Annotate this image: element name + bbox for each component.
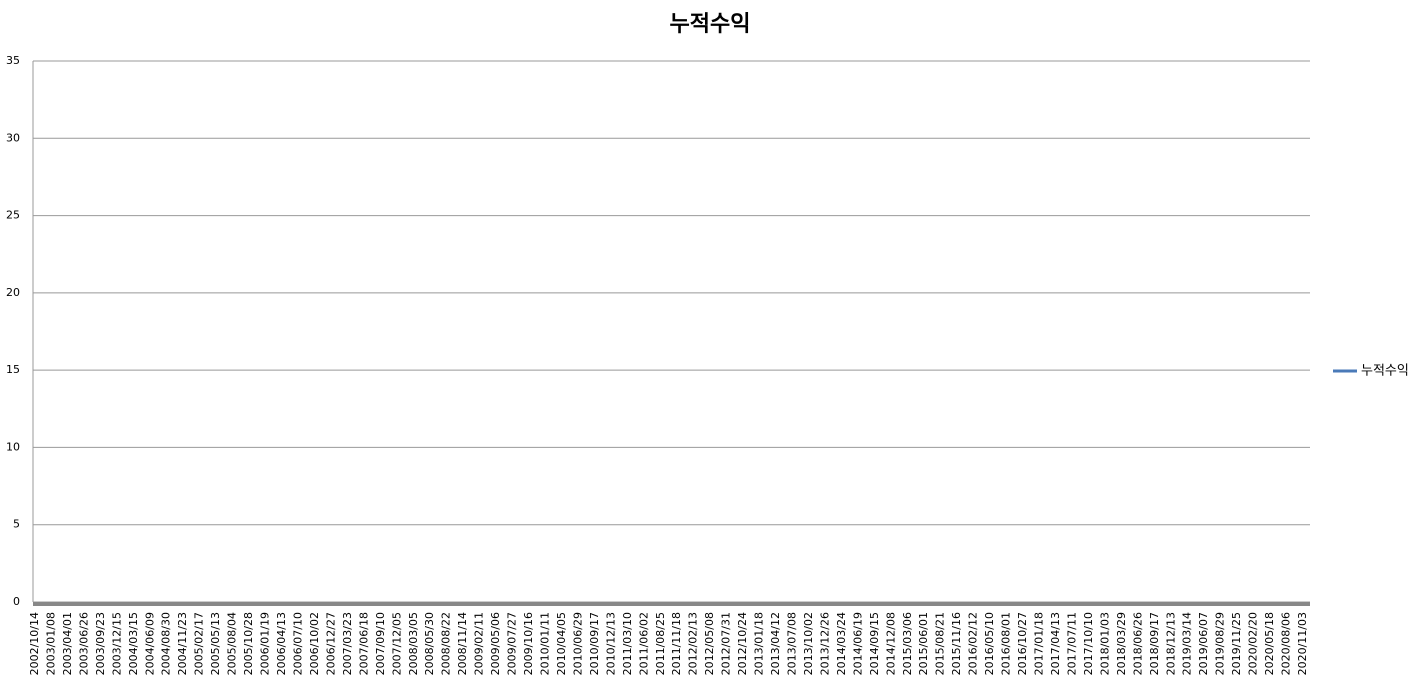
x-tick-label: 2013/04/12 [769,612,782,675]
x-tick-label: 2016/02/12 [967,612,980,675]
x-tick-label: 2009/02/11 [473,612,486,675]
x-tick-label: 2012/02/13 [687,612,700,675]
x-tick-label: 2016/05/10 [983,612,996,675]
x-tick-label: 2003/04/01 [61,612,74,675]
x-tick-label: 2016/08/01 [1000,612,1013,675]
x-tick-label: 2013/01/18 [753,612,766,675]
x-tick-label: 2007/09/10 [374,612,387,675]
x-tick-label: 2008/08/22 [440,612,453,675]
x-tick-label: 2017/01/18 [1033,612,1046,675]
x-tick-label: 2018/12/13 [1164,612,1177,675]
chart-title: 누적수익 [670,12,751,37]
x-tick-label: 2015/08/21 [934,612,947,675]
x-tick-label: 2012/05/08 [703,612,716,675]
x-tick-label: 2019/08/29 [1214,612,1227,675]
x-tick-label: 2006/04/13 [275,612,288,675]
x-tick-label: 2002/10/14 [28,612,41,675]
x-tick-label: 2018/01/03 [1098,612,1111,675]
x-tick-label: 2010/09/17 [588,612,601,675]
x-tick-label: 2012/07/31 [720,612,733,675]
x-tick-label: 2013/07/08 [786,612,799,675]
y-tick-label: 5 [13,518,20,531]
x-tick-label: 2003/06/26 [77,612,90,675]
y-tick-label: 10 [6,440,20,453]
x-tick-label: 2007/03/23 [341,612,354,675]
x-tick-label: 2008/03/05 [407,612,420,675]
x-tick-label: 2010/06/29 [571,612,584,675]
x-tick-label: 2020/08/06 [1280,612,1293,675]
x-tick-label: 2015/06/01 [917,612,930,675]
x-tick-label: 2007/12/05 [390,612,403,675]
x-tick-label: 2009/05/06 [489,612,502,675]
x-tick-label: 2013/10/02 [802,612,815,675]
y-tick-label: 30 [6,131,20,144]
x-tick-label: 2011/03/10 [621,612,634,675]
x-tick-label: 2006/12/27 [324,612,337,675]
legend-label: 누적수익 [1361,364,1409,379]
x-tick-label: 2006/07/10 [291,612,304,675]
x-tick-label: 2005/10/28 [242,612,255,675]
y-tick-label: 0 [13,595,20,608]
x-tick-label: 2003/12/15 [110,612,123,675]
x-tick-label: 2009/10/16 [522,612,535,675]
x-tick-label: 2011/11/18 [670,612,683,675]
x-tick-label: 2005/08/04 [226,612,239,675]
x-tick-label: 2004/11/23 [176,612,189,675]
x-tick-label: 2004/03/15 [127,612,140,675]
x-tick-label: 2011/08/25 [654,612,667,675]
x-tick-label: 2008/11/14 [456,612,469,675]
y-tick-label: 35 [6,54,20,67]
x-tick-label: 2013/12/26 [818,612,831,675]
x-tick-label: 2014/12/08 [884,612,897,675]
x-tick-label: 2020/11/03 [1296,612,1309,675]
x-tick-label: 2017/07/11 [1065,612,1078,675]
x-tick-label: 2008/05/30 [423,612,436,675]
x-tick-label: 2014/03/24 [835,612,848,675]
x-tick-label: 2005/05/13 [209,612,222,675]
x-tick-label: 2014/09/15 [868,612,881,675]
x-tick-label: 2004/08/30 [160,612,173,675]
x-tick-label: 2015/03/06 [901,612,914,675]
x-tick-label: 2016/10/27 [1016,612,1029,675]
y-tick-label: 15 [6,363,20,376]
x-tick-label: 2020/02/20 [1247,612,1260,675]
x-tick-label: 2020/05/18 [1263,612,1276,675]
x-tick-label: 2005/02/17 [193,612,206,675]
x-tick-label: 2004/06/09 [143,612,156,675]
x-tick-label: 2010/04/05 [555,612,568,675]
x-tick-label: 2019/06/07 [1197,612,1210,675]
x-tick-label: 2019/11/25 [1230,612,1243,675]
x-tick-label: 2006/01/19 [259,612,272,675]
x-tick-label: 2018/06/26 [1131,612,1144,675]
x-tick-label: 2017/04/13 [1049,612,1062,675]
x-tick-label: 2010/12/13 [604,612,617,675]
x-tick-label: 2014/06/19 [851,612,864,675]
y-tick-label: 20 [6,286,20,299]
x-tick-label: 2006/10/02 [308,612,321,675]
x-tick-label: 2011/06/02 [637,612,650,675]
x-tick-label: 2018/09/17 [1148,612,1161,675]
x-tick-label: 2007/06/18 [357,612,370,675]
x-tick-label: 2018/03/29 [1115,612,1128,675]
x-tick-label: 2017/10/10 [1082,612,1095,675]
x-tick-label: 2015/11/16 [950,612,963,675]
x-tick-label: 2010/01/11 [538,612,551,675]
x-tick-label: 2012/10/24 [736,612,749,675]
x-tick-label: 2019/03/14 [1181,612,1194,675]
x-tick-label: 2003/01/08 [44,612,57,675]
y-tick-label: 25 [6,209,20,222]
x-tick-label: 2003/09/23 [94,612,107,675]
x-tick-label: 2009/07/27 [506,612,519,675]
